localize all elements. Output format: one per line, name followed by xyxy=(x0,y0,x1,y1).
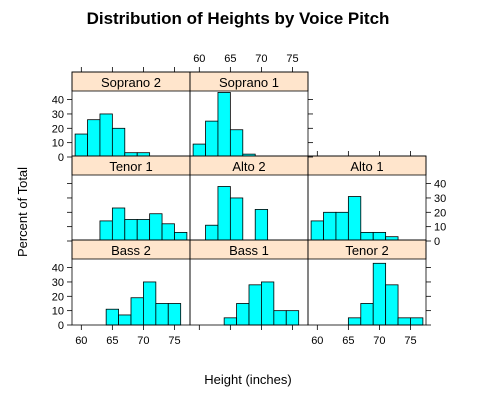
bar-bass-1-74 xyxy=(285,310,300,326)
axes-group: 60 65 70 75 60 65 70 75 60 65 70 75 0 10 20 30 40 0 10 20 30… xyxy=(52,53,447,347)
bar-bass-1-66 xyxy=(236,303,250,326)
strip-label-tenor-2: Tenor 2 xyxy=(345,243,388,258)
y-tick-label-left-row3-10: 10 xyxy=(52,306,64,318)
bar-alto-2-69 xyxy=(254,209,269,242)
x-tick-label-bottom-col1-65: 65 xyxy=(106,335,118,347)
bar-tenor-2-65 xyxy=(347,317,362,326)
bar-soprano-1-65 xyxy=(229,129,244,158)
bar-tenor-1-69 xyxy=(136,219,151,242)
y-tick-label-left-row1-10: 10 xyxy=(52,138,64,150)
bar-tenor-1-67 xyxy=(124,219,138,242)
x-tick-label-bottom-col3-65: 65 xyxy=(342,335,354,347)
x-axis-title: Height (inches) xyxy=(204,372,291,387)
y-tick-label-left-row3-30: 30 xyxy=(52,277,64,289)
strip-label-tenor-1: Tenor 1 xyxy=(109,159,152,174)
bar-tenor-2-73 xyxy=(397,317,411,326)
panel-alto-2: Alto 2 xyxy=(189,155,309,242)
bar-tenor-2-75 xyxy=(410,317,424,326)
y-tick-label-left-row3-40: 40 xyxy=(52,263,64,275)
bar-tenor-2-67 xyxy=(360,303,374,326)
bar-bass-2-64 xyxy=(105,308,119,326)
y-tick-label-left-row1-0: 0 xyxy=(58,152,64,164)
strip-label-bass-2: Bass 2 xyxy=(111,243,151,258)
strip-label-soprano-2: Soprano 2 xyxy=(101,75,161,90)
bar-alto-1-65 xyxy=(347,196,362,242)
y-tick-label-right-row2-40: 40 xyxy=(434,179,446,191)
bar-tenor-1-65 xyxy=(111,207,126,242)
bar-alto-1-63 xyxy=(335,211,349,242)
bar-bass-2-74 xyxy=(167,303,182,326)
y-tick-label-right-row2-0: 0 xyxy=(434,236,440,248)
x-tick-label-bottom-col1-70: 70 xyxy=(137,335,149,347)
bar-alto-1-61 xyxy=(323,211,337,242)
chart-title: Distribution of Heights by Voice Pitch xyxy=(87,9,390,28)
bar-bass-2-72 xyxy=(155,303,169,326)
y-axis-title: Percent of Total xyxy=(15,167,30,257)
bar-alto-1-59 xyxy=(310,220,324,242)
panel-bass-1: Bass 1 xyxy=(189,239,309,326)
bar-alto-2-61 xyxy=(205,224,219,242)
y-tick-label-left-row1-40: 40 xyxy=(52,95,64,107)
x-tick-label-bottom-col1-60: 60 xyxy=(75,335,87,347)
x-tick-label-bottom-col3-70: 70 xyxy=(373,335,385,347)
bar-tenor-2-71 xyxy=(385,284,399,326)
x-tick-label-top-col2-65: 65 xyxy=(224,53,236,65)
bar-soprano-1-61 xyxy=(205,120,219,158)
y-tick-label-left-row3-20: 20 xyxy=(52,291,64,303)
panel-soprano-1: Soprano 1 xyxy=(189,71,309,158)
y-tick-label-left-row1-20: 20 xyxy=(52,123,64,135)
y-tick-label-right-row2-30: 30 xyxy=(434,193,446,205)
bar-soprano-2-65 xyxy=(111,127,126,158)
y-tick-label-left-row3-0: 0 xyxy=(58,320,64,332)
y-tick-label-right-row2-10: 10 xyxy=(434,222,446,234)
bar-soprano-1-63 xyxy=(217,92,231,158)
bar-bass-1-64 xyxy=(223,317,237,326)
bar-soprano-2-59 xyxy=(74,133,88,158)
panel-bass-2: Bass 2 xyxy=(71,239,191,326)
x-tick-label-bottom-col3-75: 75 xyxy=(404,335,416,347)
panels-group: Soprano 2 Soprano 1 Tenor 1 Alto 2 Alto 1 Bas… xyxy=(71,71,427,326)
bar-alto-2-63 xyxy=(217,186,231,242)
bar-bass-2-66 xyxy=(118,314,132,326)
bar-bass-1-72 xyxy=(273,310,287,326)
bar-bass-1-70 xyxy=(261,281,275,326)
panel-frame-tenor-2 xyxy=(307,239,427,326)
bar-bass-1-68 xyxy=(248,284,262,326)
x-tick-label-top-col2-75: 75 xyxy=(286,53,298,65)
bar-soprano-2-63 xyxy=(99,113,113,158)
bar-soprano-1-59 xyxy=(192,143,206,158)
panel-tenor-2: Tenor 2 xyxy=(307,239,427,326)
bar-alto-2-65 xyxy=(229,197,244,242)
bar-tenor-2-69 xyxy=(372,262,387,326)
bar-bass-2-68 xyxy=(130,297,144,326)
strip-label-alto-2: Alto 2 xyxy=(232,159,265,174)
x-tick-label-bottom-col3-60: 60 xyxy=(311,335,323,347)
strip-label-bass-1: Bass 1 xyxy=(229,243,269,258)
y-tick-label-right-row2-20: 20 xyxy=(434,207,446,219)
panel-alto-1: Alto 1 xyxy=(307,155,427,242)
strip-label-alto-1: Alto 1 xyxy=(350,159,383,174)
bar-bass-2-70 xyxy=(143,281,157,326)
bar-tenor-1-71 xyxy=(149,213,163,242)
bar-tenor-1-73 xyxy=(161,223,175,242)
x-tick-label-bottom-col1-75: 75 xyxy=(168,335,180,347)
bar-soprano-2-61 xyxy=(87,119,101,158)
bar-tenor-1-63 xyxy=(99,220,113,242)
panel-soprano-2: Soprano 2 xyxy=(71,71,191,158)
y-tick-label-left-row1-30: 30 xyxy=(52,109,64,121)
panel-tenor-1: Tenor 1 xyxy=(71,155,191,242)
strip-label-soprano-1: Soprano 1 xyxy=(219,75,279,90)
x-tick-label-top-col2-70: 70 xyxy=(255,53,267,65)
x-tick-label-top-col2-60: 60 xyxy=(193,53,205,65)
